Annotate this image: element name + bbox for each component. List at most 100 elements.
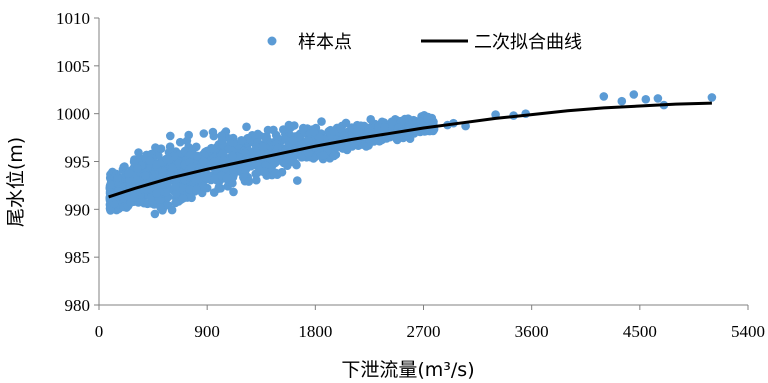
sample-point [261, 161, 271, 170]
sample-point [168, 163, 177, 172]
sample-point [599, 92, 609, 101]
x-tick-label: 2700 [407, 322, 441, 341]
sample-point [382, 134, 391, 143]
sample-point [340, 131, 350, 140]
sample-point [185, 184, 194, 194]
sample-point [366, 115, 376, 124]
y-tick-label: 985 [65, 248, 91, 267]
sample-point [217, 135, 227, 145]
sample-point [155, 196, 164, 205]
sample-point [106, 180, 115, 189]
legend-points-label: 样本点 [298, 32, 352, 53]
sample-point [256, 149, 266, 158]
sample-point [304, 136, 313, 146]
sample-point [178, 194, 188, 203]
y-tick-label: 995 [65, 153, 91, 172]
y-tick-label: 980 [65, 296, 91, 315]
x-tick-label: 4500 [623, 322, 657, 341]
sample-point [182, 136, 192, 146]
sample-point [152, 160, 161, 169]
sample-point [214, 184, 223, 193]
sample-point [208, 127, 218, 137]
sample-point [393, 134, 403, 143]
sample-point [361, 142, 371, 151]
y-tick-label: 1010 [56, 9, 90, 28]
sample-point [174, 159, 183, 168]
sample-point [309, 127, 319, 137]
sample-point [641, 95, 651, 104]
sample-point [156, 203, 165, 212]
sample-point [192, 185, 201, 194]
sample-point [319, 151, 328, 160]
sample-point [186, 163, 196, 173]
sample-point [242, 122, 251, 132]
sample-point [271, 130, 281, 140]
sample-point [271, 168, 281, 178]
x-tick-label: 0 [95, 322, 104, 341]
sample-point [288, 136, 298, 145]
sample-point [251, 142, 261, 152]
sample-point [106, 206, 115, 215]
sample-point [299, 123, 308, 133]
x-tick-label: 3600 [515, 322, 549, 341]
x-tick-label: 5400 [731, 322, 765, 341]
sample-point [297, 153, 307, 162]
x-tick-label: 1800 [298, 322, 332, 341]
sample-point [380, 122, 390, 132]
sample-point [164, 155, 174, 164]
sample-point [209, 157, 219, 166]
sample-point [244, 177, 254, 186]
sample-point [251, 175, 261, 185]
sample-point [156, 144, 166, 153]
sample-point [228, 151, 237, 161]
sample-point [134, 148, 143, 157]
sample-point [286, 153, 296, 163]
fit-curve-line [108, 101, 712, 199]
sample-point [185, 151, 195, 160]
sample-point [192, 151, 202, 161]
sample-point [145, 156, 155, 165]
fit-curve-layer [108, 101, 712, 199]
sample-point [260, 132, 270, 142]
sample-point [120, 162, 129, 171]
sample-point [258, 142, 268, 151]
sample-point [653, 94, 663, 103]
sample-point [293, 176, 302, 185]
sample-point [207, 143, 216, 153]
axes [94, 17, 749, 310]
sample-point [218, 149, 228, 158]
sample-points-layer [105, 90, 717, 219]
y-tick-label: 1005 [56, 57, 90, 76]
sample-point [171, 198, 180, 208]
sample-point [629, 90, 639, 99]
sample-point [304, 148, 313, 158]
legend-points-marker [267, 36, 277, 46]
sample-point [329, 151, 339, 161]
sample-point [387, 117, 397, 126]
sample-point [199, 129, 209, 138]
sample-point [152, 189, 161, 198]
sample-point [161, 188, 171, 197]
sample-point [219, 156, 228, 165]
sample-point [222, 173, 232, 183]
sample-point [198, 156, 208, 166]
sample-point [369, 137, 379, 146]
tick-labels: 980 985 990 995 1000 1005 1010 0 900 1800 2700 3600… [56, 9, 765, 341]
legend-curve-label: 二次拟合曲线 [474, 32, 582, 53]
sample-point [175, 137, 185, 147]
y-tick-label: 990 [65, 200, 91, 219]
sample-point [284, 120, 294, 130]
sample-point [141, 171, 150, 180]
y-tick-label: 1000 [56, 105, 90, 124]
sample-point [315, 133, 325, 142]
sample-point [124, 169, 133, 178]
sample-point [187, 193, 196, 203]
sample-point [617, 96, 627, 106]
sample-point [113, 173, 122, 183]
y-axis-title: 尾水位(m) [5, 137, 27, 227]
legend: 样本点 二次拟合曲线 [267, 32, 582, 53]
x-tick-label: 900 [194, 322, 220, 341]
sample-point [343, 143, 353, 152]
sample-point [291, 159, 301, 168]
